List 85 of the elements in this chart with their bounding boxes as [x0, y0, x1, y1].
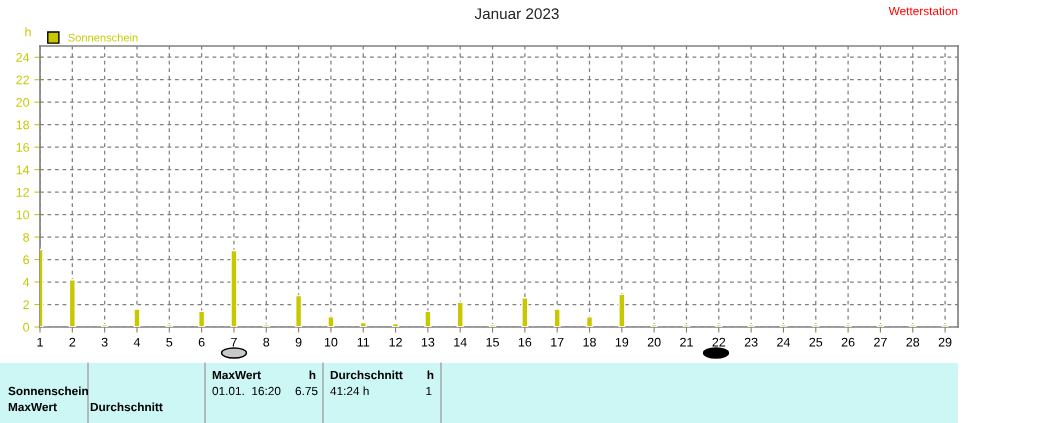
x-tick-label: 20	[647, 337, 661, 347]
x-tick-label: 26	[841, 337, 855, 347]
y-tick-label: 14	[16, 165, 30, 175]
bar	[844, 324, 852, 327]
x-tick-label: 29	[938, 337, 952, 347]
text: Durchschnitt	[330, 370, 403, 380]
x-tick-label: 14	[454, 337, 467, 347]
bar	[909, 324, 917, 327]
bar	[198, 310, 206, 327]
bar	[941, 324, 949, 327]
bar	[747, 324, 755, 327]
bar	[553, 308, 561, 327]
x-tick-label: 25	[809, 337, 823, 347]
x-tick-label: 18	[583, 337, 596, 347]
bar	[682, 324, 691, 327]
text: MaxWert	[212, 370, 261, 380]
y-tick-label: 6	[23, 255, 30, 265]
x-tick-label: 19	[615, 337, 629, 347]
text: Durchschnitt	[90, 402, 163, 412]
x-tick-label: 27	[874, 337, 887, 347]
bar	[779, 324, 788, 327]
y-tick-label: 8	[23, 232, 30, 242]
y-axis-title: h	[25, 27, 31, 37]
x-tick-label: 3	[101, 337, 108, 347]
text: MaxWert	[8, 402, 57, 412]
y-tick-label: 12	[16, 187, 29, 197]
chart-title: Januar 2023	[474, 8, 559, 20]
text: 01.01. 16:20	[212, 386, 281, 396]
text: 1	[426, 386, 432, 396]
bar	[812, 324, 820, 327]
y-tick-label: 24	[16, 53, 30, 62]
y-tick-label: 4	[22, 277, 30, 287]
y-tick-label: 22	[16, 75, 29, 85]
y-tick-label: 10	[16, 210, 30, 220]
x-tick-label: 6	[198, 337, 205, 347]
text: 6.75	[295, 386, 318, 396]
text: Sonnenschein	[8, 386, 88, 396]
bar	[585, 316, 594, 327]
bar	[359, 321, 367, 327]
x-tick-label: 22	[712, 337, 726, 347]
x-tick-label: 24	[777, 337, 791, 347]
y-tick-label: 2	[23, 300, 29, 310]
x-tick-label: 8	[263, 337, 270, 347]
x-tick-label: 23	[744, 337, 758, 347]
bar	[715, 324, 723, 327]
x-tick-label: 1	[37, 337, 43, 347]
x-tick-label: 7	[231, 337, 237, 347]
x-tick-label: 4	[133, 337, 141, 347]
bar	[618, 293, 626, 327]
y-tick-label: 0	[23, 322, 30, 332]
bar	[133, 308, 141, 327]
bar	[488, 324, 497, 327]
bar	[424, 310, 432, 327]
legend-label: Sonnenschein	[68, 33, 138, 42]
bar	[165, 324, 173, 327]
text: h	[427, 370, 434, 380]
x-tick-label: 17	[551, 337, 564, 347]
x-tick-label: 16	[518, 337, 532, 347]
x-tick-label: 15	[486, 337, 499, 347]
bar	[68, 279, 76, 327]
x-tick-label: 5	[166, 337, 173, 347]
x-tick-label: 2	[69, 337, 76, 347]
y-tick-label: 18	[16, 120, 30, 130]
text: Wetterstation	[888, 6, 958, 16]
x-tick-label: 28	[906, 337, 920, 347]
bar	[294, 294, 303, 327]
x-tick-label: 10	[324, 337, 338, 347]
text: 41:24 h	[330, 386, 369, 396]
bar	[391, 322, 400, 327]
bar	[327, 316, 335, 327]
bar	[262, 324, 270, 327]
text: h	[309, 370, 316, 380]
x-tick-label: 13	[421, 337, 435, 347]
bar	[101, 324, 109, 327]
x-tick-label: 12	[389, 337, 402, 347]
y-tick-label: 16	[16, 142, 30, 152]
x-tick-label: 21	[680, 337, 693, 347]
bar	[521, 297, 529, 327]
bar	[456, 301, 464, 327]
bar	[230, 249, 238, 327]
bar	[650, 324, 658, 327]
x-tick-label: 11	[357, 337, 370, 347]
x-tick-label: 9	[295, 337, 302, 347]
y-tick-label: 20	[16, 98, 30, 107]
bar	[876, 324, 885, 327]
